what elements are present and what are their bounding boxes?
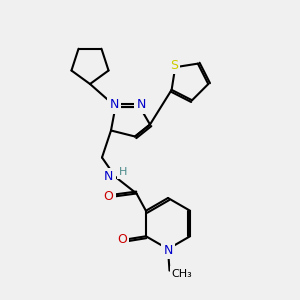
Text: N: N: [109, 98, 119, 112]
Text: O: O: [104, 190, 113, 203]
Text: CH₃: CH₃: [172, 268, 193, 279]
Text: N: N: [163, 244, 173, 257]
Text: N: N: [136, 98, 146, 112]
Text: O: O: [117, 233, 127, 246]
Text: N: N: [104, 170, 114, 184]
Text: H: H: [119, 167, 127, 177]
Text: S: S: [170, 59, 178, 72]
